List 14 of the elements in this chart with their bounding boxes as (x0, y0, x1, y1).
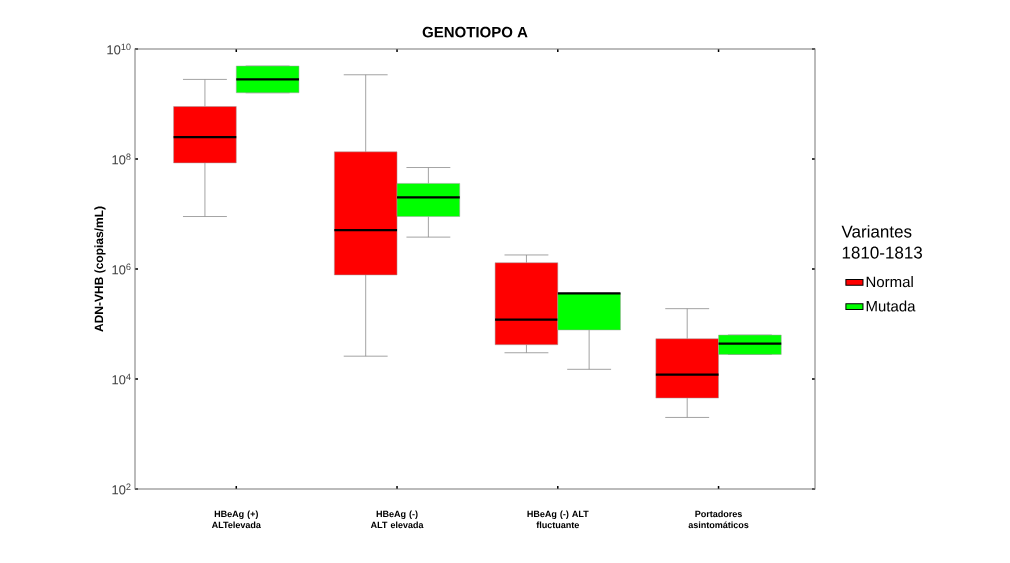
y-axis-title: ADN-VHB (copias/mL) (94, 206, 106, 332)
x-tick-label: HBeAg (-) ALT fluctuante (527, 510, 589, 529)
chart-title: GENOTIOPO A (422, 26, 528, 38)
x-tick-label: Portadores asintomáticos (688, 510, 749, 529)
x-tick-label: HBeAg (+) ALTelevada (211, 510, 261, 529)
y-tick-label: 10$^{6}$ (112, 263, 131, 275)
y-tick-label: 10$^{4}$ (112, 373, 131, 385)
legend-title: Variantes 1810-1813 (841, 225, 922, 259)
legend-label: Mutada (866, 300, 916, 312)
x-tick-label: HBeAg (-) ALT elevada (370, 510, 424, 529)
legend-label: Normal (866, 276, 913, 288)
y-tick-label: 10$^{8}$ (112, 153, 131, 165)
y-tick-label: 10$^{2}$ (112, 483, 131, 495)
y-tick-label: 10$^{10}$ (107, 43, 131, 55)
